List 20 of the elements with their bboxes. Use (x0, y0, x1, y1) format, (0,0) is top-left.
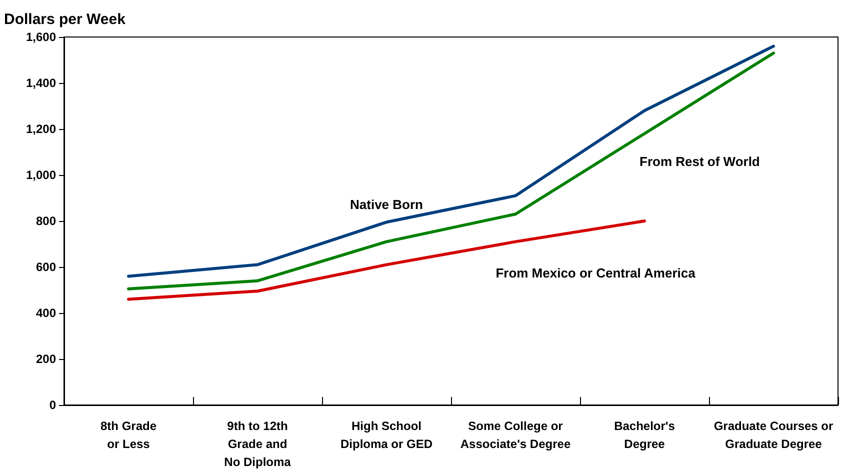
x-tick-label: Bachelor's Degree (614, 419, 676, 451)
y-tick-label: 1,600 (26, 30, 56, 44)
y-tick-label: 1,400 (26, 76, 56, 90)
y-axis-title: Dollars per Week (4, 11, 126, 28)
y-tick-label: 1,200 (26, 122, 56, 136)
x-tick-label: High School Diploma or GED (340, 419, 433, 451)
x-tick-label: Some College or Associate's Degree (460, 419, 571, 451)
x-tick-label: Graduate Courses or Graduate Degree (714, 419, 834, 451)
y-tick-label: 800 (36, 214, 56, 228)
series-label: From Mexico or Central America (496, 266, 696, 281)
y-tick-label: 600 (36, 260, 56, 274)
y-tick-label: 0 (49, 398, 56, 412)
y-tick-label: 1,000 (26, 168, 56, 182)
series-label: From Rest of World (640, 154, 760, 170)
y-tick-label: 200 (36, 352, 56, 366)
y-tick-label: 400 (36, 306, 56, 320)
x-tick-label: 8th Grade or Less (100, 419, 157, 451)
x-tick-label: 9th to 12th Grade and No Diploma (224, 419, 292, 469)
line-series (127, 220, 646, 301)
series-label: Native Born (350, 197, 424, 212)
